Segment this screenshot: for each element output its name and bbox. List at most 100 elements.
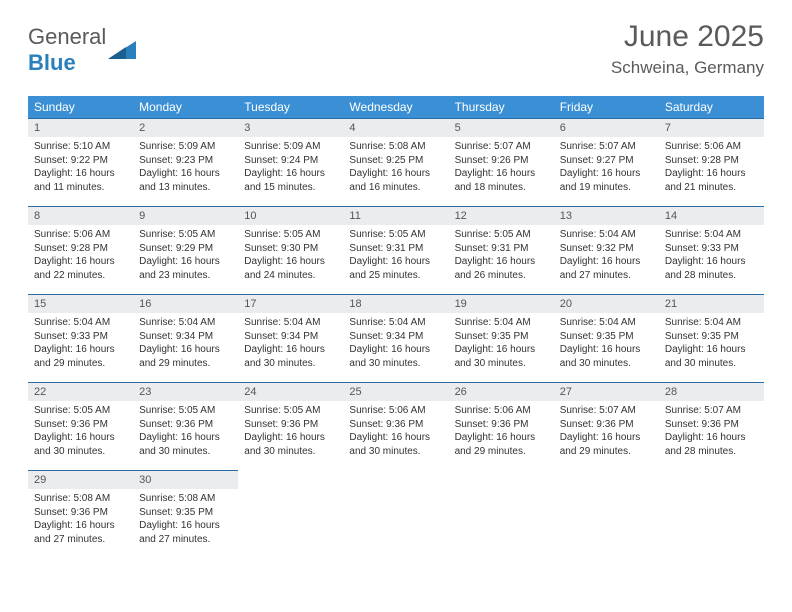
day-cell: 14Sunrise: 5:04 AMSunset: 9:33 PMDayligh… (659, 207, 764, 295)
day-info: Sunrise: 5:09 AMSunset: 9:23 PMDaylight:… (133, 137, 238, 200)
day-cell: 26Sunrise: 5:06 AMSunset: 9:36 PMDayligh… (449, 383, 554, 471)
day-cell: 22Sunrise: 5:05 AMSunset: 9:36 PMDayligh… (28, 383, 133, 471)
day-cell: 17Sunrise: 5:04 AMSunset: 9:34 PMDayligh… (238, 295, 343, 383)
daylight-line2: and 29 minutes. (139, 357, 232, 371)
daylight-line1: Daylight: 16 hours (665, 255, 758, 269)
daylight-line2: and 24 minutes. (244, 269, 337, 283)
daylight-line2: and 30 minutes. (244, 357, 337, 371)
day-cell: 30Sunrise: 5:08 AMSunset: 9:35 PMDayligh… (133, 471, 238, 559)
sunset: Sunset: 9:24 PM (244, 154, 337, 168)
daylight-line2: and 16 minutes. (349, 181, 442, 195)
day-info: Sunrise: 5:06 AMSunset: 9:36 PMDaylight:… (343, 401, 448, 464)
day-cell (449, 471, 554, 559)
daylight-line1: Daylight: 16 hours (349, 167, 442, 181)
daylight-line1: Daylight: 16 hours (455, 167, 548, 181)
sunset: Sunset: 9:27 PM (560, 154, 653, 168)
day-info: Sunrise: 5:08 AMSunset: 9:36 PMDaylight:… (28, 489, 133, 552)
sunrise: Sunrise: 5:05 AM (244, 228, 337, 242)
day-info: Sunrise: 5:04 AMSunset: 9:32 PMDaylight:… (554, 225, 659, 288)
sunset: Sunset: 9:36 PM (34, 418, 127, 432)
day-number: 30 (133, 471, 238, 489)
daylight-line1: Daylight: 16 hours (560, 431, 653, 445)
sunrise: Sunrise: 5:07 AM (560, 140, 653, 154)
day-number: 19 (449, 295, 554, 313)
sunset: Sunset: 9:28 PM (34, 242, 127, 256)
day-header: Friday (554, 96, 659, 119)
day-number: 15 (28, 295, 133, 313)
sunrise: Sunrise: 5:05 AM (139, 404, 232, 418)
day-cell: 29Sunrise: 5:08 AMSunset: 9:36 PMDayligh… (28, 471, 133, 559)
sunset: Sunset: 9:33 PM (665, 242, 758, 256)
logo-triangle-icon (108, 41, 136, 59)
day-number: 3 (238, 119, 343, 137)
sunrise: Sunrise: 5:07 AM (665, 404, 758, 418)
sunset: Sunset: 9:28 PM (665, 154, 758, 168)
sunrise: Sunrise: 5:04 AM (349, 316, 442, 330)
sunset: Sunset: 9:35 PM (560, 330, 653, 344)
daylight-line2: and 29 minutes. (34, 357, 127, 371)
daylight-line1: Daylight: 16 hours (139, 255, 232, 269)
daylight-line1: Daylight: 16 hours (560, 167, 653, 181)
day-number: 23 (133, 383, 238, 401)
day-info: Sunrise: 5:08 AMSunset: 9:25 PMDaylight:… (343, 137, 448, 200)
daylight-line1: Daylight: 16 hours (560, 343, 653, 357)
day-cell: 4Sunrise: 5:08 AMSunset: 9:25 PMDaylight… (343, 119, 448, 207)
day-cell: 2Sunrise: 5:09 AMSunset: 9:23 PMDaylight… (133, 119, 238, 207)
sunset: Sunset: 9:35 PM (455, 330, 548, 344)
day-number: 13 (554, 207, 659, 225)
day-info: Sunrise: 5:06 AMSunset: 9:28 PMDaylight:… (28, 225, 133, 288)
daylight-line2: and 28 minutes. (665, 269, 758, 283)
day-cell: 1Sunrise: 5:10 AMSunset: 9:22 PMDaylight… (28, 119, 133, 207)
day-info: Sunrise: 5:04 AMSunset: 9:33 PMDaylight:… (659, 225, 764, 288)
day-cell: 5Sunrise: 5:07 AMSunset: 9:26 PMDaylight… (449, 119, 554, 207)
day-info: Sunrise: 5:07 AMSunset: 9:36 PMDaylight:… (659, 401, 764, 464)
daylight-line1: Daylight: 16 hours (244, 167, 337, 181)
logo-text: General Blue (28, 24, 106, 76)
daylight-line1: Daylight: 16 hours (139, 167, 232, 181)
day-info: Sunrise: 5:04 AMSunset: 9:35 PMDaylight:… (449, 313, 554, 376)
daylight-line1: Daylight: 16 hours (349, 431, 442, 445)
sunrise: Sunrise: 5:04 AM (560, 228, 653, 242)
day-cell: 21Sunrise: 5:04 AMSunset: 9:35 PMDayligh… (659, 295, 764, 383)
day-cell (343, 471, 448, 559)
day-cell: 19Sunrise: 5:04 AMSunset: 9:35 PMDayligh… (449, 295, 554, 383)
daylight-line2: and 19 minutes. (560, 181, 653, 195)
daylight-line2: and 30 minutes. (665, 357, 758, 371)
day-info: Sunrise: 5:04 AMSunset: 9:34 PMDaylight:… (343, 313, 448, 376)
day-number: 20 (554, 295, 659, 313)
sunrise: Sunrise: 5:04 AM (665, 316, 758, 330)
daylight-line1: Daylight: 16 hours (34, 167, 127, 181)
day-info: Sunrise: 5:09 AMSunset: 9:24 PMDaylight:… (238, 137, 343, 200)
day-info: Sunrise: 5:08 AMSunset: 9:35 PMDaylight:… (133, 489, 238, 552)
location: Schweina, Germany (611, 58, 764, 78)
daylight-line1: Daylight: 16 hours (349, 255, 442, 269)
sunset: Sunset: 9:36 PM (349, 418, 442, 432)
daylight-line1: Daylight: 16 hours (349, 343, 442, 357)
day-cell: 8Sunrise: 5:06 AMSunset: 9:28 PMDaylight… (28, 207, 133, 295)
sunrise: Sunrise: 5:04 AM (139, 316, 232, 330)
day-cell: 20Sunrise: 5:04 AMSunset: 9:35 PMDayligh… (554, 295, 659, 383)
day-cell (659, 471, 764, 559)
day-number: 12 (449, 207, 554, 225)
daylight-line2: and 29 minutes. (455, 445, 548, 459)
day-info: Sunrise: 5:04 AMSunset: 9:33 PMDaylight:… (28, 313, 133, 376)
sunrise: Sunrise: 5:04 AM (455, 316, 548, 330)
sunset: Sunset: 9:36 PM (34, 506, 127, 520)
daylight-line1: Daylight: 16 hours (244, 431, 337, 445)
day-cell: 27Sunrise: 5:07 AMSunset: 9:36 PMDayligh… (554, 383, 659, 471)
logo-part2: Blue (28, 50, 76, 75)
day-cell: 3Sunrise: 5:09 AMSunset: 9:24 PMDaylight… (238, 119, 343, 207)
daylight-line2: and 26 minutes. (455, 269, 548, 283)
day-header: Wednesday (343, 96, 448, 119)
day-number: 2 (133, 119, 238, 137)
day-number: 6 (554, 119, 659, 137)
day-cell: 12Sunrise: 5:05 AMSunset: 9:31 PMDayligh… (449, 207, 554, 295)
day-info: Sunrise: 5:05 AMSunset: 9:31 PMDaylight:… (343, 225, 448, 288)
sunset: Sunset: 9:36 PM (665, 418, 758, 432)
sunrise: Sunrise: 5:05 AM (455, 228, 548, 242)
daylight-line2: and 30 minutes. (349, 357, 442, 371)
daylight-line2: and 30 minutes. (560, 357, 653, 371)
day-header: Saturday (659, 96, 764, 119)
week-row: 1Sunrise: 5:10 AMSunset: 9:22 PMDaylight… (28, 119, 764, 207)
day-cell: 11Sunrise: 5:05 AMSunset: 9:31 PMDayligh… (343, 207, 448, 295)
